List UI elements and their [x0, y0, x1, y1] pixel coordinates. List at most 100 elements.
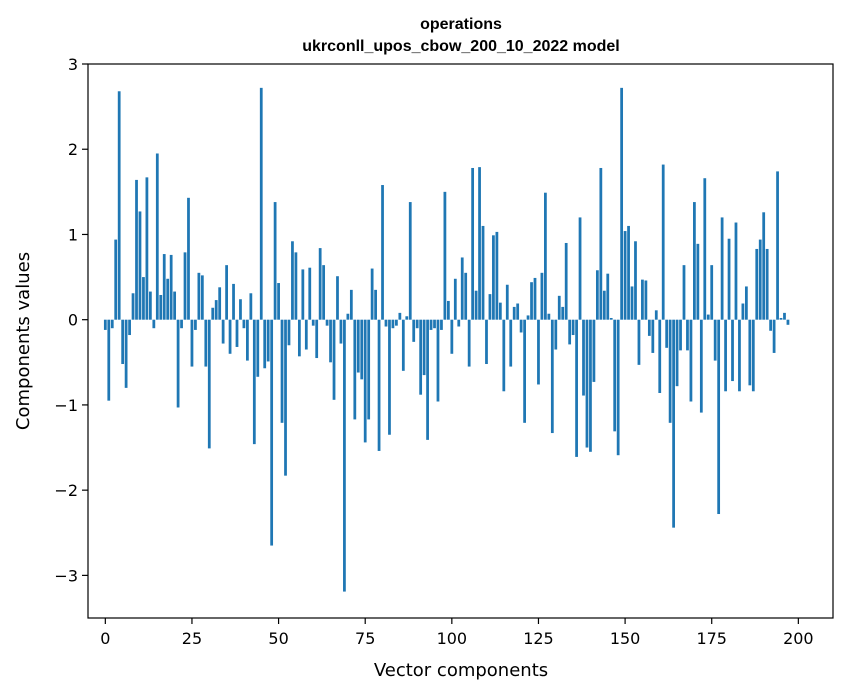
- bar-185: [744, 286, 748, 320]
- bar-144: [602, 290, 606, 320]
- bar-149: [620, 87, 624, 320]
- bar-148: [616, 319, 620, 456]
- bar-193: [772, 319, 776, 353]
- x-tick-label: 200: [783, 629, 814, 648]
- bar-68: [339, 319, 343, 344]
- bar-83: [391, 319, 395, 329]
- bar-3: [114, 239, 118, 320]
- bar-92: [422, 319, 426, 376]
- bar-136: [575, 319, 578, 457]
- bar-173: [703, 178, 707, 320]
- y-tick-label: −3: [54, 566, 78, 585]
- bar-7: [128, 319, 131, 336]
- bar-63: [322, 265, 326, 320]
- chart-subtitle: ukrconll_upos_cbow_200_10_2022 model: [302, 38, 619, 55]
- bar-25: [190, 319, 194, 367]
- bar-60: [311, 319, 315, 326]
- bar-74: [360, 319, 364, 380]
- bar-168: [686, 319, 689, 351]
- x-tick-label: 150: [610, 629, 641, 648]
- bar-89: [412, 319, 416, 342]
- bar-18: [166, 278, 170, 320]
- bar-111: [488, 294, 492, 320]
- bar-183: [738, 319, 741, 392]
- bar-141: [592, 319, 596, 382]
- bar-146: [609, 317, 613, 320]
- bar-16: [159, 294, 163, 320]
- bar-169: [689, 319, 693, 402]
- bar-30: [207, 319, 211, 449]
- bar-130: [554, 319, 558, 350]
- bar-29: [204, 319, 208, 367]
- bar-81: [384, 319, 388, 327]
- bar-46: [263, 319, 267, 369]
- bar-190: [762, 212, 766, 320]
- bar-78: [374, 289, 377, 320]
- bar-170: [693, 202, 696, 320]
- bar-158: [651, 319, 655, 353]
- bar-195: [779, 317, 783, 320]
- bar-103: [460, 257, 464, 320]
- bar-131: [557, 295, 561, 320]
- y-tick-label: 0: [68, 311, 78, 330]
- bar-124: [533, 277, 537, 320]
- bar-36: [228, 319, 232, 354]
- bar-186: [748, 319, 752, 386]
- bar-series: [103, 87, 790, 592]
- bar-159: [654, 310, 658, 320]
- bar-116: [505, 284, 509, 320]
- bar-43: [252, 319, 256, 445]
- bar-87: [405, 316, 409, 320]
- bar-188: [755, 248, 759, 320]
- bar-121: [523, 319, 526, 423]
- bar-24: [187, 197, 190, 320]
- bar-55: [294, 252, 298, 320]
- bar-61: [315, 319, 319, 359]
- bar-164: [672, 319, 675, 528]
- bar-129: [550, 319, 554, 434]
- x-tick-label: 50: [268, 629, 288, 648]
- bar-160: [658, 319, 662, 393]
- bar-187: [751, 319, 755, 392]
- bar-23: [183, 252, 187, 320]
- bar-13: [148, 291, 152, 320]
- bar-147: [613, 319, 617, 432]
- bar-194: [776, 171, 779, 320]
- bar-171: [696, 243, 700, 320]
- bar-177: [717, 319, 721, 515]
- bar-42: [249, 293, 253, 320]
- x-axis-label: Vector components: [374, 660, 548, 681]
- bar-156: [644, 280, 648, 320]
- bar-54: [291, 241, 294, 320]
- bar-135: [571, 319, 575, 336]
- bar-27: [197, 272, 201, 320]
- bar-137: [578, 217, 582, 320]
- bar-9: [135, 179, 138, 320]
- bar-107: [474, 290, 478, 320]
- x-tick-label: 25: [182, 629, 202, 648]
- bar-100: [450, 319, 454, 354]
- bar-2: [110, 319, 114, 329]
- bar-191: [765, 248, 769, 320]
- bar-143: [599, 167, 603, 320]
- bar-125: [537, 319, 540, 385]
- bar-176: [713, 319, 717, 361]
- bar-12: [145, 177, 149, 320]
- bar-167: [682, 265, 686, 320]
- bar-161: [661, 164, 665, 320]
- bar-165: [675, 319, 679, 387]
- y-tick-label: −2: [54, 481, 78, 500]
- bar-86: [401, 319, 405, 371]
- bar-4: [117, 91, 121, 320]
- bar-0: [103, 319, 107, 330]
- bar-73: [356, 319, 360, 373]
- bar-132: [561, 306, 565, 320]
- bar-22: [180, 319, 183, 329]
- bar-11: [142, 277, 145, 320]
- bar-1: [107, 319, 111, 401]
- bar-162: [665, 319, 669, 348]
- bar-17: [162, 254, 166, 320]
- bar-182: [734, 222, 738, 320]
- bar-110: [485, 319, 488, 365]
- bar-15: [155, 153, 159, 320]
